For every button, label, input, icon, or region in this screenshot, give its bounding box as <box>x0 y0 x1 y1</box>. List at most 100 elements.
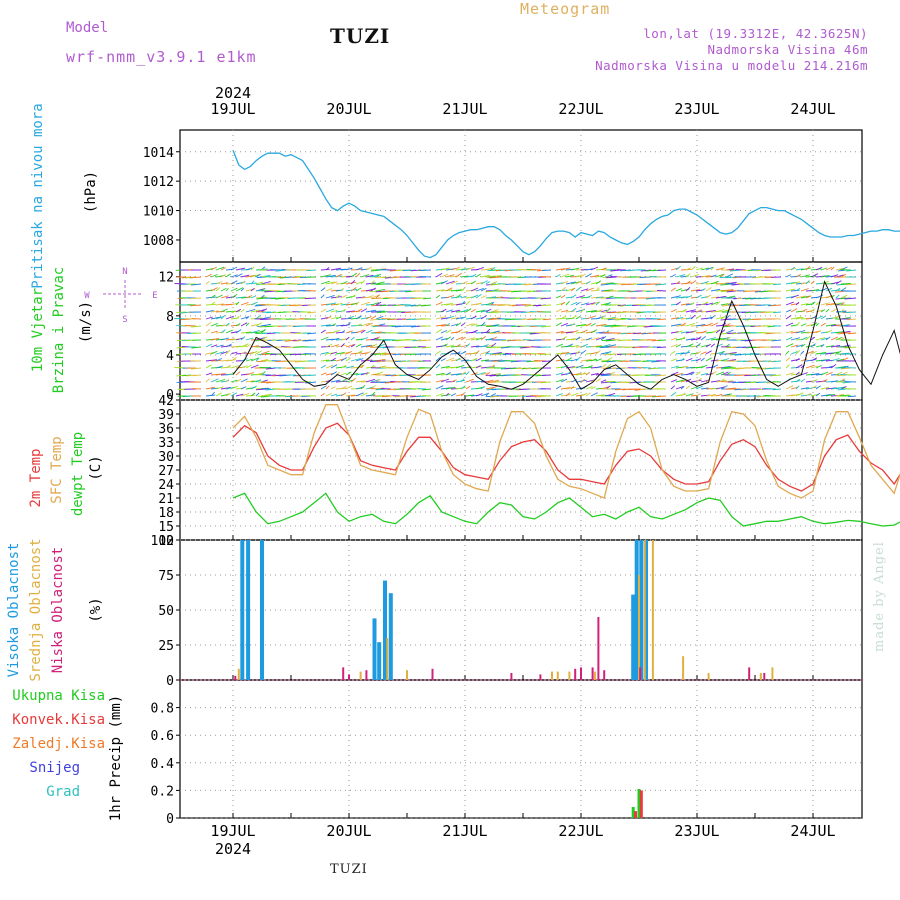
wind-arrow <box>485 328 491 334</box>
wind-arrow <box>555 330 564 334</box>
wind-arrow <box>325 316 332 320</box>
wind-arrow <box>374 297 387 300</box>
wind-arrow <box>655 395 667 398</box>
wind-arrow <box>605 350 612 355</box>
wind-arrow <box>700 267 710 271</box>
wind-arrow <box>277 276 287 278</box>
date-label-bottom: 19JUL <box>210 822 255 840</box>
wind-arrow <box>225 287 229 292</box>
wind-arrow <box>475 372 486 376</box>
cloud-bar-mid <box>386 638 389 680</box>
wind-arrow <box>281 297 292 299</box>
wind-arrow <box>435 294 441 299</box>
wind-arrow <box>555 274 561 278</box>
wind-arrow <box>345 322 351 327</box>
wind-arrow <box>795 350 801 355</box>
wind-arrow <box>785 350 790 355</box>
wind-arrow <box>690 266 696 271</box>
temp-line-dew <box>232 492 900 527</box>
wind-arrow <box>235 371 241 376</box>
wind-arrow <box>600 379 607 383</box>
wind-arrow <box>450 393 457 397</box>
wind-arrow <box>565 392 571 397</box>
wind-arrow <box>785 309 792 313</box>
wind-arrow <box>790 281 801 285</box>
y-tick-label: 1010 <box>143 205 174 220</box>
wind-arrow <box>485 386 494 390</box>
wind-arrow <box>306 269 317 272</box>
wind-arrow <box>460 287 465 292</box>
wind-arrow <box>345 315 355 320</box>
wind-arrow <box>225 343 232 348</box>
wind-arrow <box>846 269 857 272</box>
wind-arrow <box>435 316 446 320</box>
wind-arrow <box>365 322 373 327</box>
wind-arrow <box>255 379 262 383</box>
wind-arrow <box>240 322 248 327</box>
wind-arrow <box>800 394 812 397</box>
wind-arrow <box>785 274 791 278</box>
wind-arrow <box>435 336 443 341</box>
wind-arrow <box>675 274 686 278</box>
wind-arrow <box>215 316 224 320</box>
wind-arrow <box>690 273 699 278</box>
wind-arrow <box>570 287 576 292</box>
wind-arrow <box>570 366 579 369</box>
wind-arrow <box>680 322 687 327</box>
wind-arrow <box>720 282 730 285</box>
wind-arrow <box>230 385 239 390</box>
wind-arrow <box>450 323 459 327</box>
wind-arrow <box>320 385 327 390</box>
wind-arrow <box>820 344 825 348</box>
wind-arrow <box>830 308 837 313</box>
wind-arrow <box>830 281 839 285</box>
date-label-top: 21JUL <box>442 100 487 118</box>
wind-arrow <box>255 281 264 285</box>
wind-arrow <box>785 288 796 292</box>
wind-arrow <box>330 309 338 313</box>
wind-arrow <box>585 302 596 306</box>
wind-arrow <box>304 339 317 342</box>
wind-arrow <box>710 280 719 285</box>
wind-arrow <box>355 350 363 355</box>
wind-arrow <box>565 338 576 341</box>
pressure-unit-label: (hPa) <box>83 171 99 213</box>
y-tick-label: 0.6 <box>151 729 174 744</box>
wind-arrow <box>585 295 592 299</box>
compass-south: S <box>122 315 127 325</box>
wind-arrow <box>480 321 486 327</box>
wind-arrow <box>460 295 467 299</box>
wind-arrow <box>245 380 255 383</box>
wind-arrow <box>815 301 821 306</box>
wind-arrow <box>685 393 694 397</box>
wind-arrow <box>240 274 250 278</box>
wind-arrow <box>720 365 731 369</box>
compass-north: N <box>122 267 127 277</box>
wind-arrow <box>225 379 230 383</box>
wind-arrow <box>710 315 715 320</box>
wind-arrow <box>455 310 466 313</box>
wind-arrow <box>365 274 374 278</box>
wind-arrow <box>790 344 799 348</box>
y-tick-label: 1008 <box>143 234 174 249</box>
wind-arrow <box>435 356 441 362</box>
wind-arrow <box>741 297 752 300</box>
cloud-bar-mid <box>682 656 685 680</box>
wind-arrow <box>475 266 484 271</box>
wind-arrow <box>235 287 244 292</box>
wind-arrow <box>330 267 342 271</box>
wind-unit-label: (m/s) <box>78 301 94 343</box>
wind-arrow <box>335 316 342 320</box>
wind-arrow <box>320 294 325 299</box>
wind-arrow <box>230 351 238 355</box>
wind-arrow <box>690 386 698 390</box>
wind-arrow <box>670 287 677 292</box>
wind-arrow <box>350 272 358 278</box>
wind-arrow <box>445 294 454 299</box>
wind-arrow <box>435 385 444 390</box>
wind-arrow <box>423 297 432 300</box>
temp-sfc-axis-label: SFC Temp <box>49 436 65 503</box>
wind-arrow <box>605 274 613 278</box>
wind-arrow <box>570 392 579 397</box>
wind-arrow <box>250 329 260 334</box>
